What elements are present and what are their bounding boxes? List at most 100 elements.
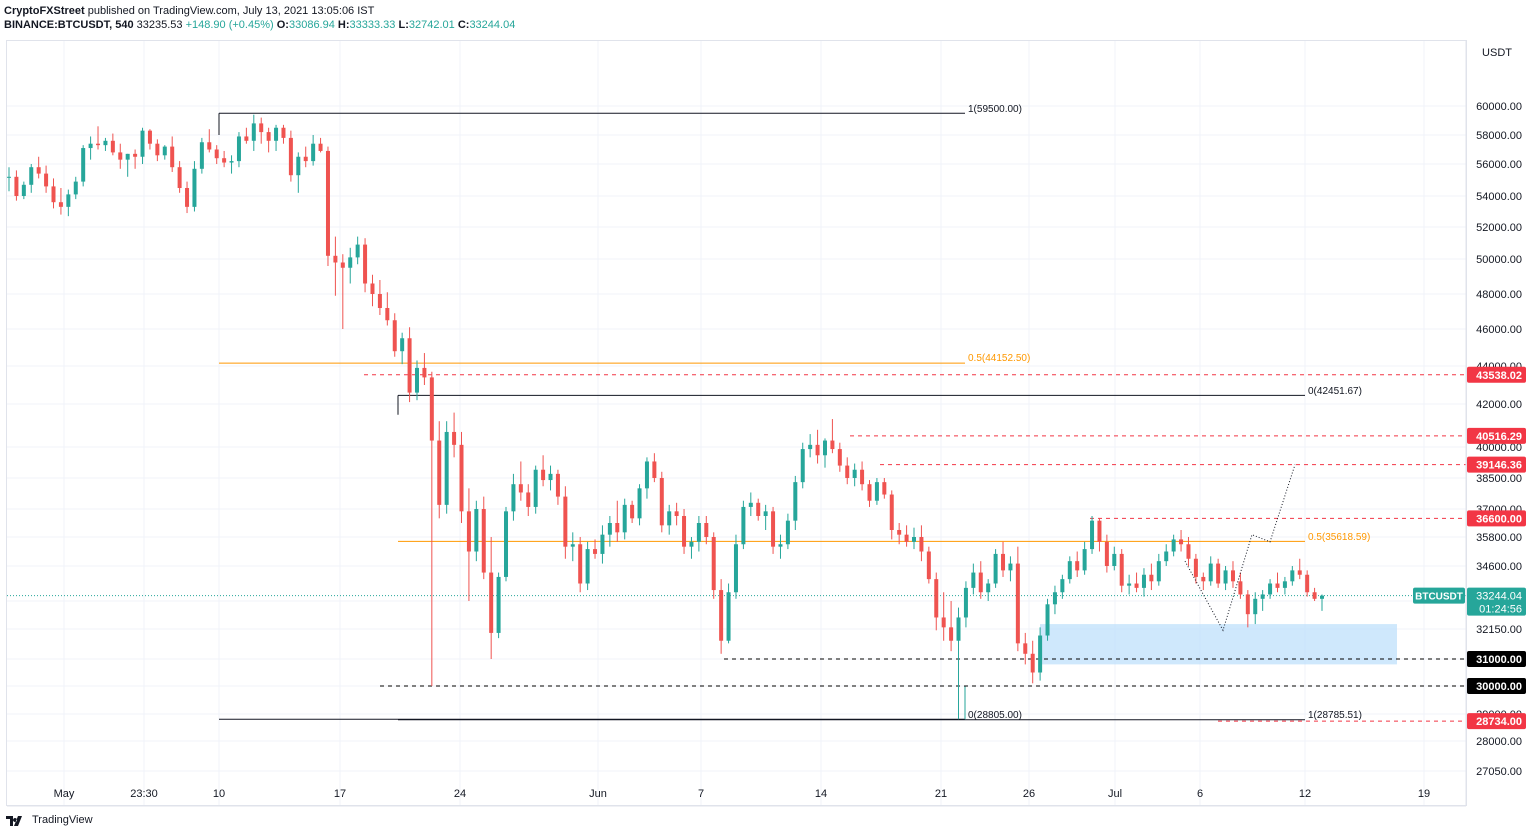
price-change: +148.90 (+0.45%) <box>185 19 274 31</box>
price-tick-label: 40000.00 <box>1476 442 1522 454</box>
candle-body <box>1223 570 1228 584</box>
price-tick-label: 48000.00 <box>1476 289 1522 301</box>
symbol-badge <box>1413 587 1465 604</box>
candle-body <box>1008 563 1013 571</box>
candle-body <box>704 523 709 537</box>
candle-body <box>1208 563 1213 582</box>
candle-body <box>14 176 19 196</box>
price-level-label: 28734.00 <box>1476 716 1522 728</box>
candle-body <box>667 511 672 526</box>
candle-body <box>548 473 553 481</box>
price-tick-label: 27050.00 <box>1476 766 1522 778</box>
candle-body <box>926 551 931 580</box>
tradingview-brand[interactable]: TradingView <box>32 814 93 826</box>
candle-body <box>140 130 145 157</box>
projection-line <box>1184 464 1296 632</box>
candle-body <box>44 173 49 187</box>
candle-body <box>1179 539 1184 545</box>
candle-body <box>88 143 93 149</box>
candle-body <box>986 583 991 593</box>
price-tick-label: 32150.00 <box>1476 624 1522 636</box>
time-tick-label: 7 <box>698 788 704 800</box>
candle-body <box>288 137 293 176</box>
candle-body <box>348 257 353 268</box>
candle-body <box>1201 576 1206 582</box>
candle-body <box>793 482 798 521</box>
candle-body <box>763 511 768 516</box>
candle-body <box>147 130 152 144</box>
high-value: 33333.33 <box>349 19 396 31</box>
price-level-label: 36600.00 <box>1476 513 1522 525</box>
candle-body <box>1097 520 1102 542</box>
candle-body <box>963 587 968 618</box>
candle-body <box>36 167 41 174</box>
candle-body <box>110 140 115 153</box>
chart-grid <box>7 41 1466 806</box>
candle-body <box>504 511 509 577</box>
candle-body <box>808 444 813 450</box>
candle-body <box>1275 583 1280 588</box>
candle-body <box>1075 561 1080 571</box>
candle-body <box>1082 549 1087 571</box>
fib-label: 0(42451.67) <box>1308 386 1362 397</box>
price-tick-label: 58000.00 <box>1476 130 1522 142</box>
candle-body <box>7 176 11 178</box>
candle-body <box>1001 553 1006 571</box>
candle-body <box>385 308 390 321</box>
footer: TradingView <box>6 814 93 826</box>
candle-body <box>1164 551 1169 562</box>
candle-body <box>785 520 790 545</box>
candle-body <box>815 444 820 456</box>
candle-body <box>274 127 279 141</box>
candle-body <box>570 544 575 547</box>
publisher-name[interactable]: CryptoFXStreet <box>4 5 85 17</box>
candle-body <box>103 140 108 146</box>
candle-body <box>333 255 338 263</box>
candle-body <box>496 576 501 633</box>
candle-body <box>867 484 872 501</box>
candle-body <box>1282 581 1287 588</box>
candle-body <box>489 572 494 633</box>
price-tick-label: 46000.00 <box>1476 324 1522 336</box>
price-level-label: 31000.00 <box>1476 654 1522 666</box>
fib-label: 1(59500.00) <box>968 104 1022 115</box>
candle-body <box>1320 595 1324 599</box>
fib-label: 0(28805.00) <box>968 710 1022 721</box>
candle-body <box>1060 579 1065 593</box>
candle-body <box>400 338 405 352</box>
candle-body <box>971 572 976 588</box>
currency-label: USDT <box>1482 47 1512 59</box>
candle-body <box>1015 563 1020 644</box>
candle-body <box>600 534 605 554</box>
price-tick-label: 52000.00 <box>1476 222 1522 234</box>
candle-body <box>1268 583 1273 595</box>
projection-path <box>1184 464 1296 632</box>
candle-body <box>1104 541 1109 566</box>
candle-body <box>459 444 464 512</box>
candle-body <box>563 496 568 547</box>
candle-body <box>993 553 998 584</box>
candle-body <box>1193 558 1198 577</box>
time-tick-label: 24 <box>454 788 466 800</box>
symbol-label[interactable]: BINANCE:BTCUSDT, 540 <box>4 19 134 31</box>
candle-body <box>904 534 909 542</box>
candle-body <box>1045 604 1050 636</box>
candle-body <box>1156 561 1161 582</box>
candle-body <box>711 537 716 591</box>
candle-body <box>837 449 842 466</box>
candle-body <box>222 158 227 163</box>
candle-body <box>555 473 560 497</box>
time-tick-label: 26 <box>1023 788 1035 800</box>
candle-body <box>192 168 197 207</box>
candle-body <box>518 484 523 493</box>
candle-body <box>325 150 330 256</box>
candle-body <box>118 152 123 160</box>
time-tick-label: Jun <box>589 788 607 800</box>
price-level-badge <box>1467 427 1526 444</box>
candle-body <box>296 156 301 176</box>
candle-body <box>437 440 442 505</box>
candle-body <box>578 544 583 584</box>
candle-body <box>481 509 486 573</box>
candle-body <box>1305 574 1310 593</box>
